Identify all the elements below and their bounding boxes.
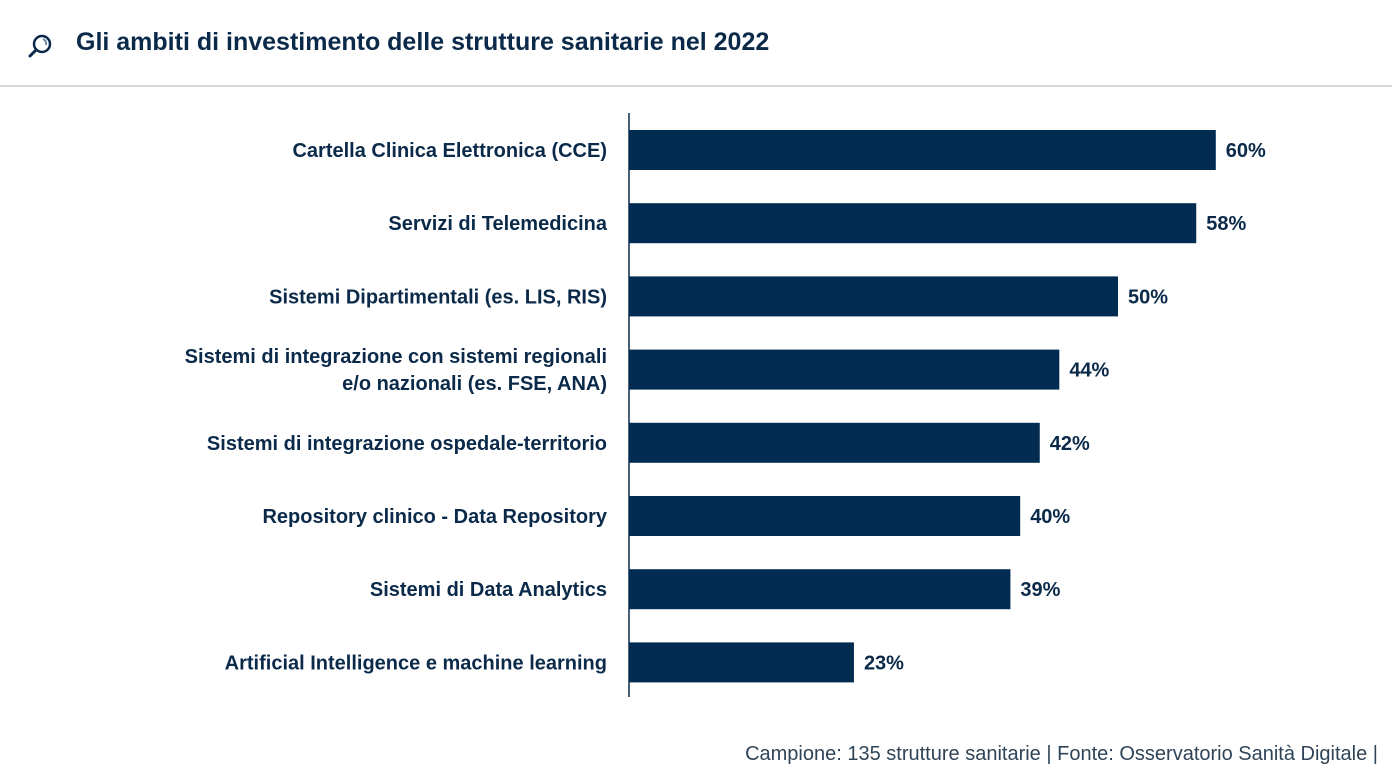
bar [629, 642, 854, 683]
category-label: Repository clinico - Data Repository [262, 506, 607, 528]
category-label: Sistemi di integrazione ospedale-territo… [207, 433, 607, 455]
bar [629, 130, 1216, 170]
category-label: Sistemi di integrazione con sistemi regi… [185, 346, 607, 395]
magnifier-icon [28, 34, 52, 58]
data-label: 50% [1128, 286, 1168, 308]
source-footer: Campione: 135 strutture sanitarie | Font… [745, 743, 1378, 765]
category-label: Artificial Intelligence e machine learni… [225, 652, 607, 674]
data-label: 42% [1050, 433, 1090, 455]
category-label: Sistemi di Data Analytics [370, 579, 607, 601]
bar [629, 276, 1118, 317]
category-label: Sistemi Dipartimentali (es. LIS, RIS) [269, 286, 607, 308]
header-divider [0, 85, 1392, 87]
chart-title: Gli ambiti di investimento delle struttu… [76, 28, 770, 56]
category-label: Cartella Clinica Elettronica (CCE) [292, 140, 607, 162]
bar [629, 349, 1060, 390]
data-label: 39% [1020, 579, 1060, 601]
data-label: 40% [1030, 506, 1070, 528]
category-label: Servizi di Telemedicina [388, 213, 607, 235]
data-label: 58% [1206, 213, 1246, 235]
bar [629, 422, 1040, 463]
data-label: 60% [1226, 140, 1266, 162]
data-label: 23% [864, 652, 904, 674]
bar [629, 203, 1197, 244]
bar [629, 569, 1011, 610]
bar [629, 496, 1021, 536]
data-label: 44% [1069, 360, 1109, 382]
